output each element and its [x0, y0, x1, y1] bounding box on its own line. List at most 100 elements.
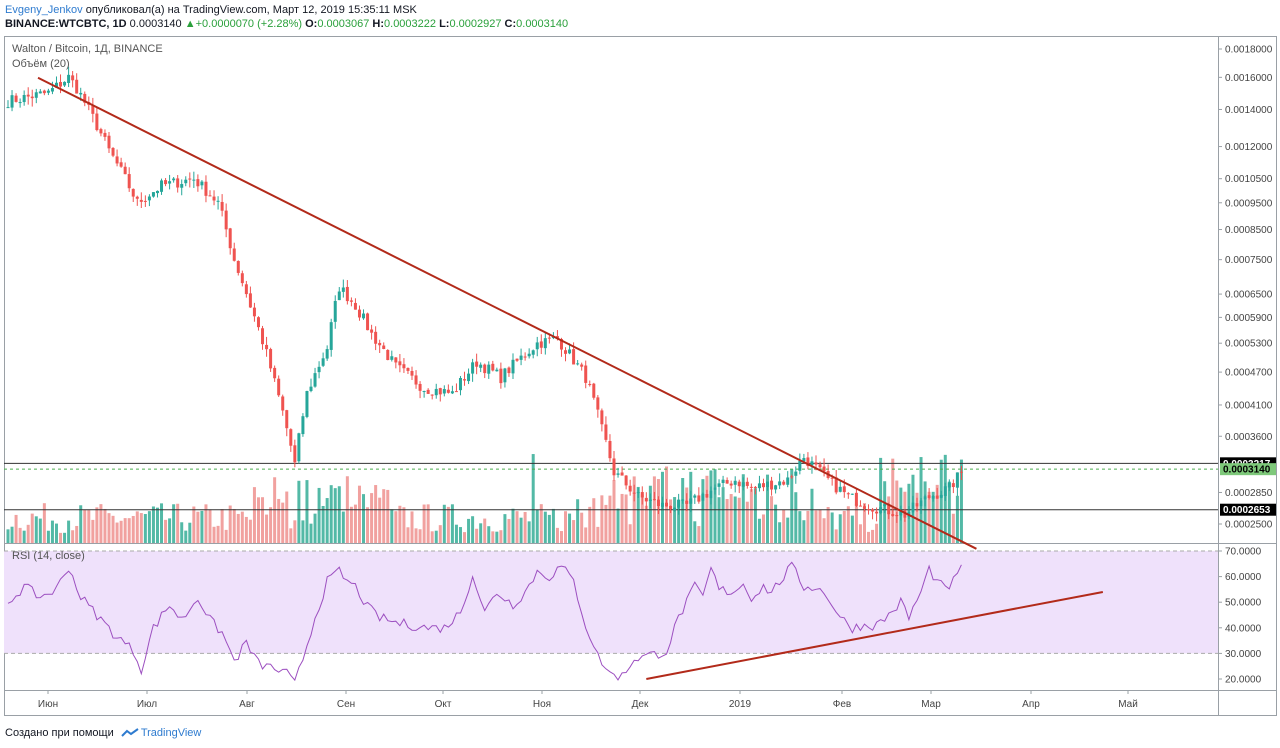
- candle: [761, 483, 765, 488]
- volume-bar: [931, 491, 935, 543]
- candle: [842, 486, 846, 493]
- candle: [59, 81, 63, 87]
- candle: [830, 477, 834, 479]
- candle: [30, 96, 34, 99]
- time-tick-label: Мар: [921, 699, 941, 710]
- candle: [285, 410, 289, 429]
- candle: [531, 350, 535, 355]
- candle: [782, 481, 786, 485]
- volume-bar: [446, 506, 450, 543]
- candle: [959, 471, 963, 473]
- time-tick-label: Фев: [833, 699, 851, 710]
- volume-bar: [54, 523, 58, 543]
- price-tag-label: 0.0002653: [1223, 505, 1271, 516]
- volume-bar: [479, 523, 483, 543]
- volume-bar: [782, 509, 786, 543]
- volume-bar: [846, 506, 850, 543]
- volume-bar: [669, 499, 673, 543]
- candle: [430, 394, 434, 396]
- candle: [636, 492, 640, 494]
- candle: [123, 166, 127, 175]
- volume-bar: [467, 518, 471, 543]
- candle: [366, 313, 370, 331]
- volume-bar: [854, 503, 858, 543]
- candle: [955, 472, 959, 488]
- candle: [620, 472, 624, 476]
- chart-panel[interactable]: 0.0018000 0.0016000 0.0014000 0.0012000 0.00…: [4, 36, 1277, 716]
- candle: [911, 502, 915, 513]
- volume-bar: [285, 491, 289, 543]
- candle: [935, 495, 939, 499]
- volume-bar: [697, 526, 701, 543]
- volume-bar: [337, 486, 341, 543]
- volume-bar: [608, 495, 612, 543]
- volume-bar: [265, 514, 269, 543]
- candle: [434, 388, 438, 396]
- candle: [34, 92, 38, 98]
- candle: [269, 349, 273, 369]
- candle: [491, 363, 495, 371]
- candle: [652, 499, 656, 501]
- candle: [604, 424, 608, 440]
- candle: [846, 493, 850, 495]
- candle: [745, 481, 749, 486]
- candle: [402, 364, 406, 369]
- candle: [495, 369, 499, 372]
- volume-bar: [252, 487, 256, 543]
- volume-legend: Объём (20): [12, 58, 70, 70]
- footer-brand-link[interactable]: TradingView: [140, 727, 202, 739]
- volume-bar: [778, 522, 782, 543]
- volume-bar: [402, 507, 406, 543]
- volume-bar: [357, 485, 361, 543]
- candle: [927, 495, 931, 498]
- volume-bar: [426, 504, 430, 543]
- candle: [341, 287, 345, 292]
- volume-bar: [701, 479, 705, 543]
- volume-bar: [681, 478, 685, 543]
- time-tick-label: Окт: [435, 699, 452, 710]
- candle: [75, 79, 79, 94]
- candle: [95, 113, 99, 131]
- candle: [353, 302, 357, 310]
- candle: [458, 378, 462, 391]
- candle: [753, 486, 757, 488]
- volume-bar: [450, 504, 454, 543]
- candle: [422, 391, 426, 393]
- candle: [733, 480, 737, 485]
- candle: [374, 331, 378, 344]
- candle: [454, 391, 458, 393]
- candle: [135, 196, 139, 199]
- candle: [697, 495, 701, 502]
- candle: [685, 500, 689, 504]
- volume-bar: [741, 474, 745, 543]
- chart-canvas[interactable]: 0.0018000 0.0016000 0.0014000 0.0012000 0.00…: [4, 36, 1277, 716]
- candle: [673, 507, 677, 511]
- candle: [196, 179, 200, 187]
- candle: [794, 471, 798, 476]
- candle: [729, 483, 733, 486]
- volume-bar: [71, 530, 75, 543]
- volume-bar: [644, 505, 648, 543]
- price-tick-label: 0.0002850: [1225, 488, 1273, 499]
- volume-bar: [147, 511, 151, 543]
- author-link[interactable]: Evgeny_Jenkov: [5, 4, 83, 16]
- volume-bar: [729, 494, 733, 543]
- quote-line: BINANCE:WTCBTC, 1D 0.0003140 ▲+0.0000070…: [5, 18, 568, 30]
- candle: [204, 181, 208, 196]
- volume-bar: [168, 518, 172, 543]
- candle: [256, 317, 260, 328]
- volume-bar: [172, 504, 176, 543]
- candle: [426, 389, 430, 394]
- volume-bar: [559, 531, 563, 543]
- candle: [192, 179, 196, 181]
- candle: [798, 460, 802, 471]
- price-tick-label: 0.0012000: [1225, 142, 1273, 153]
- candle: [947, 482, 951, 488]
- volume-bar: [927, 491, 931, 543]
- candle: [725, 480, 729, 484]
- candle: [931, 496, 935, 499]
- time-tick-label: Июн: [38, 699, 58, 710]
- candle: [438, 388, 442, 395]
- rsi-tick-label: 20.0000: [1225, 675, 1262, 686]
- volume-bar: [325, 498, 329, 543]
